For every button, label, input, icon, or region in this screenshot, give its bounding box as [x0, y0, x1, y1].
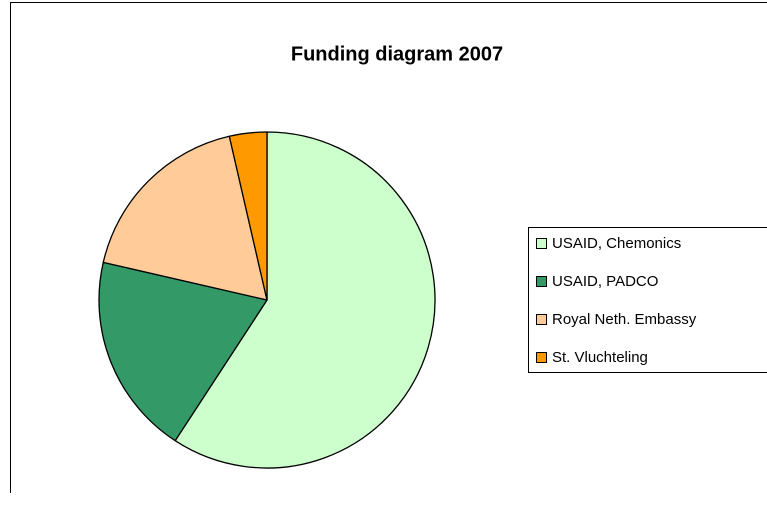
legend-swatch	[536, 352, 547, 363]
pie-slice	[98, 261, 268, 442]
legend-label: St. Vluchteling	[552, 349, 648, 366]
legend: USAID, Chemonics USAID, PADCO Royal Neth. …	[528, 227, 767, 373]
legend-swatch	[536, 276, 547, 287]
pie	[98, 131, 436, 469]
legend-label: USAID, PADCO	[552, 273, 658, 290]
legend-label: USAID, Chemonics	[552, 235, 681, 252]
legend-swatch	[536, 314, 547, 325]
pie-slice	[174, 131, 436, 469]
legend-swatch	[536, 238, 547, 249]
legend-label: Royal Neth. Embassy	[552, 311, 697, 328]
chart-title: Funding diagram 2007	[291, 43, 503, 65]
legend-box	[528, 227, 767, 373]
pie-slice	[102, 135, 268, 301]
pie-slice	[228, 131, 268, 301]
